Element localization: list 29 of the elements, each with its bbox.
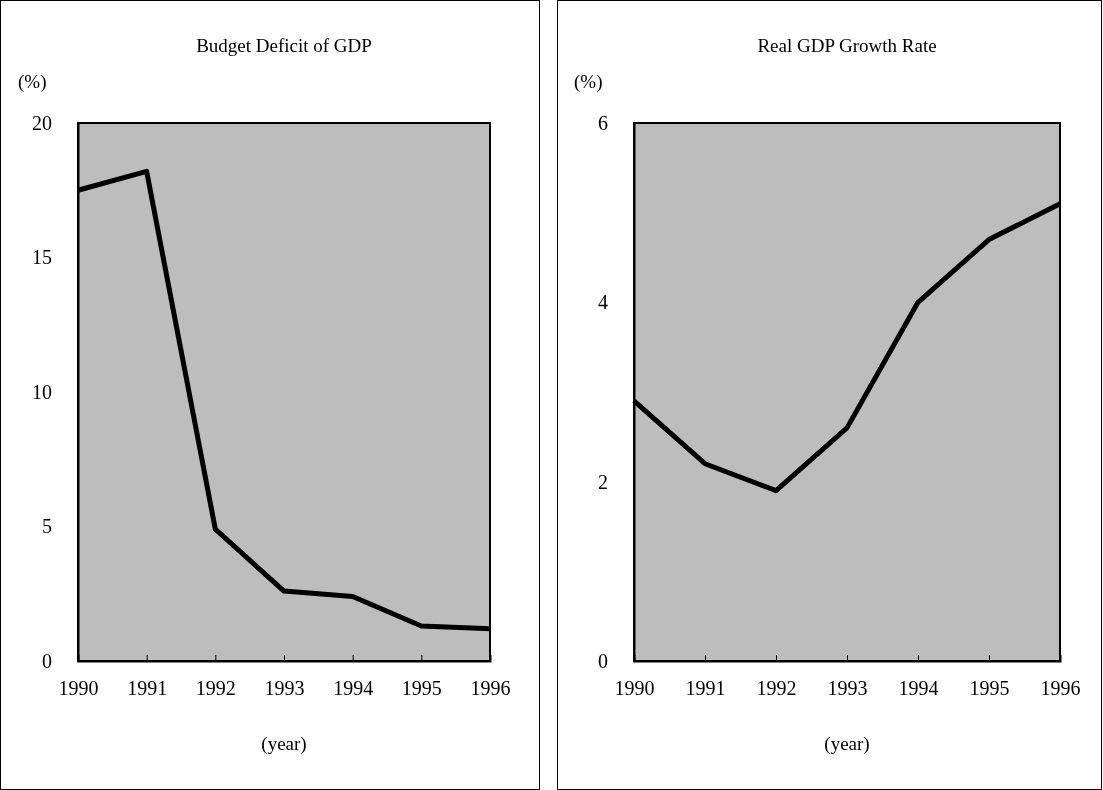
y-axis-title: (%) [574, 71, 603, 93]
x-tick-label: 1993 [827, 677, 868, 700]
y-axis-title: (%) [18, 71, 47, 93]
x-tick-label: 1996 [1040, 677, 1081, 700]
chart-title: Real GDP Growth Rate [757, 35, 937, 56]
x-tick-label: 1994 [333, 677, 374, 700]
y-tick-label: 20 [32, 111, 52, 134]
y-tick-label: 15 [32, 246, 52, 269]
x-tick-label: 1991 [685, 677, 726, 700]
y-tick-label: 10 [32, 380, 52, 403]
y-tick-label: 4 [598, 291, 608, 314]
x-tick-label: 1991 [127, 677, 168, 700]
x-tick-label: 1990 [614, 677, 655, 700]
chart-title: Budget Deficit of GDP [196, 35, 372, 56]
x-tick-label: 1990 [58, 677, 99, 700]
x-tick-label: 1992 [195, 677, 236, 700]
x-tick-label: 1994 [898, 677, 939, 700]
x-tick-label: 1996 [470, 677, 511, 700]
x-axis-title: (year) [824, 733, 870, 755]
y-tick-label: 6 [598, 111, 608, 134]
x-tick-label: 1993 [264, 677, 305, 700]
y-tick-label: 2 [598, 470, 608, 493]
x-tick-label: 1995 [401, 677, 442, 700]
x-tick-label: 1995 [969, 677, 1010, 700]
y-tick-label: 5 [42, 515, 52, 538]
x-axis-title: (year) [261, 733, 307, 755]
y-tick-label: 0 [42, 649, 52, 672]
y-tick-label: 0 [598, 649, 608, 672]
x-tick-label: 1992 [756, 677, 797, 700]
